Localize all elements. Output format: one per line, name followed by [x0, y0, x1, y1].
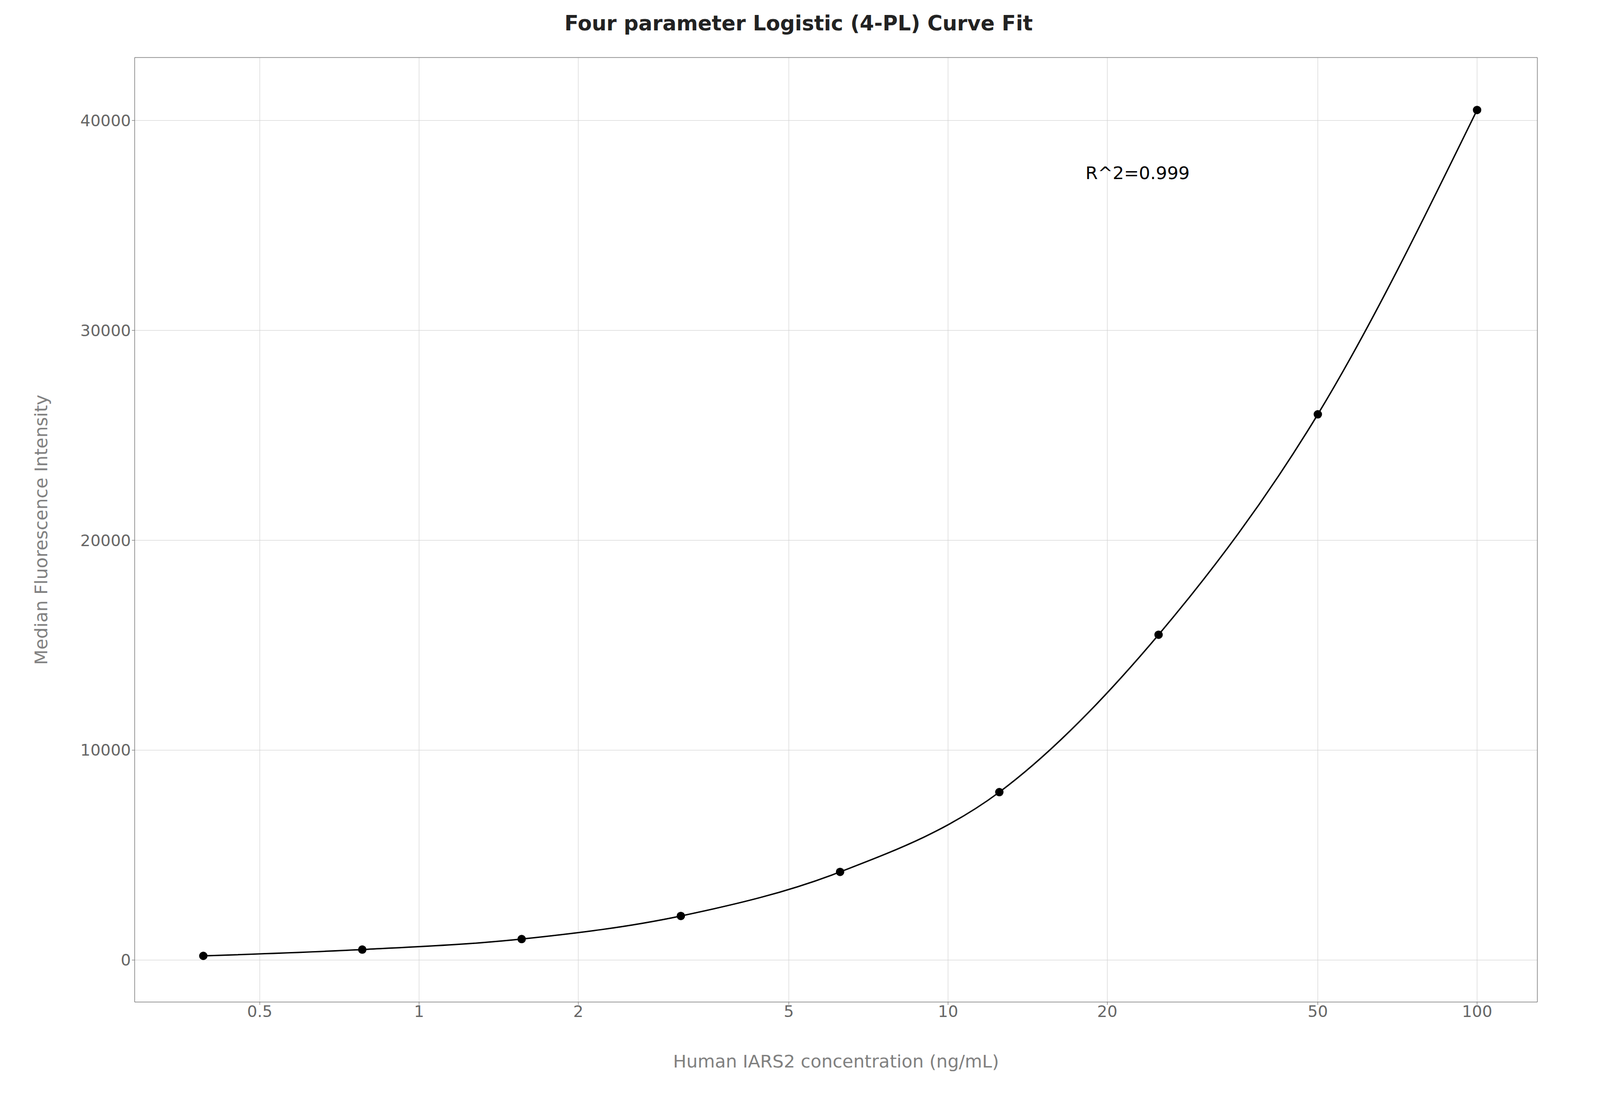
svg-text:5: 5	[783, 1001, 794, 1021]
svg-text:20000: 20000	[80, 531, 131, 550]
svg-text:10000: 10000	[80, 740, 131, 760]
svg-text:30000: 30000	[80, 321, 131, 340]
svg-text:0.5: 0.5	[247, 1001, 273, 1021]
svg-text:1: 1	[413, 1001, 425, 1021]
svg-text:R^2=0.999: R^2=0.999	[1085, 162, 1190, 184]
svg-text:0: 0	[120, 950, 131, 970]
svg-text:Median Fluorescence Intensity: Median Fluorescence Intensity	[30, 394, 52, 665]
svg-text:20: 20	[1097, 1001, 1118, 1021]
svg-text:100: 100	[1462, 1001, 1493, 1021]
svg-text:Human IARS2 concentration (ng/: Human IARS2 concentration (ng/mL)	[672, 1051, 999, 1072]
svg-text:10: 10	[937, 1001, 959, 1021]
svg-text:2: 2	[573, 1001, 584, 1021]
html-text:Four parameter Logistic (4-PL): Four parameter Logistic (4-PL) Curve Fit	[564, 11, 1033, 36]
svg-text:40000: 40000	[80, 111, 131, 130]
svg-text:50: 50	[1307, 1001, 1328, 1021]
